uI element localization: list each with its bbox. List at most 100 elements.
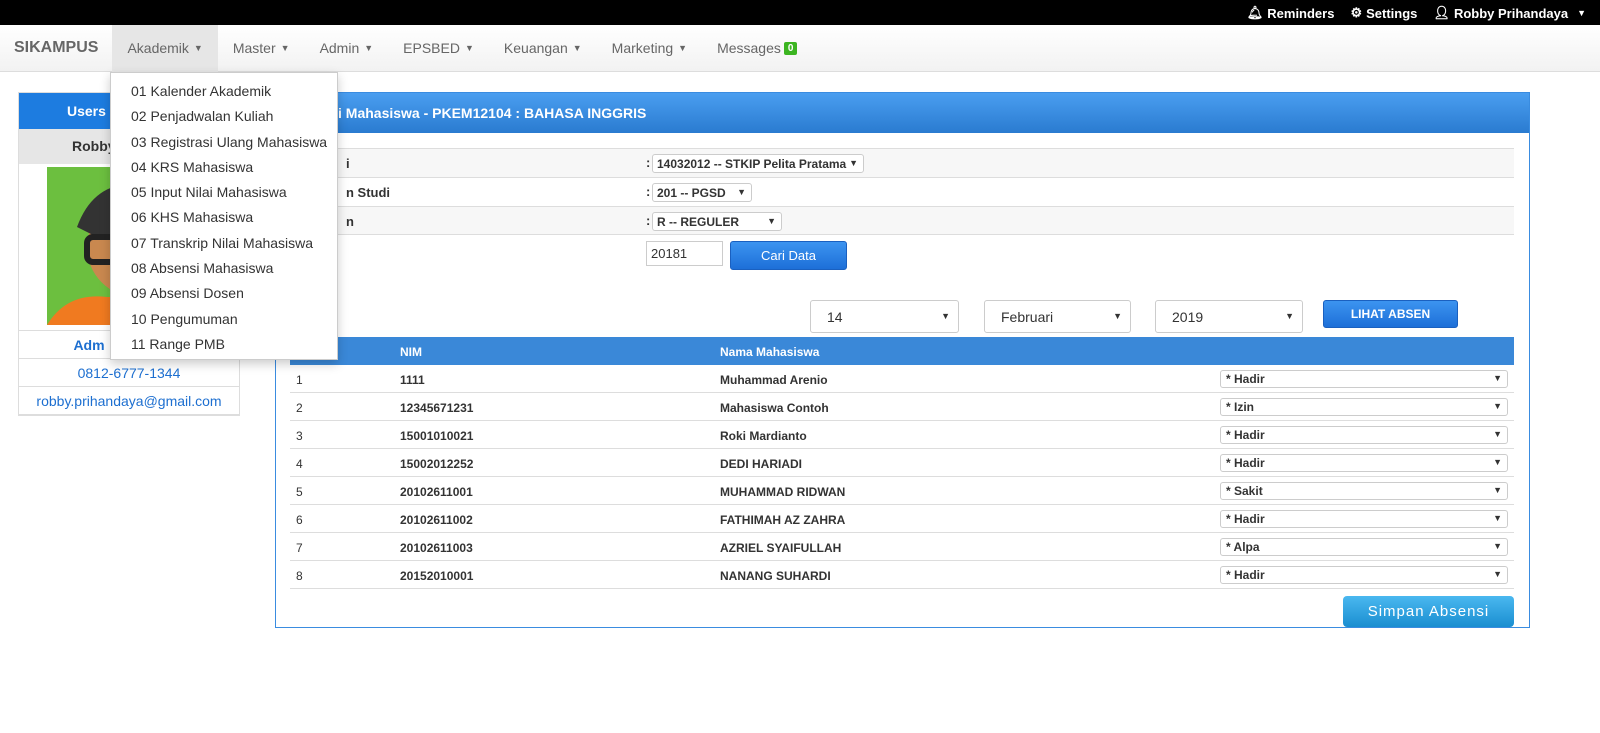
caret-down-icon: ▼ — [1493, 541, 1502, 551]
caret-down-icon: ▼ — [1493, 401, 1502, 411]
caret-down-icon: ▼ — [1493, 457, 1502, 467]
table-row: 8 20152010001 NANANG SUHARDI * Hadir ▼ — [290, 561, 1514, 589]
attendance-status-select[interactable]: * Hadir ▼ — [1220, 510, 1508, 528]
nav-master[interactable]: Master ▼ — [232, 40, 290, 56]
caret-down-icon: ▼ — [1493, 429, 1502, 439]
menu-item[interactable]: 11 Range PMB — [131, 335, 225, 352]
menu-item[interactable]: 06 KHS Mahasiswa — [131, 209, 254, 226]
table-row: 2 12345671231 Mahasiswa Contoh * Izin ▼ — [290, 393, 1514, 421]
semester-input[interactable]: 20181 — [646, 241, 723, 266]
class-select[interactable]: R -- REGULER ▼ — [652, 212, 782, 231]
menu-item[interactable]: 01 Kalender Akademik — [131, 83, 272, 99]
caret-down-icon: ▼ — [364, 43, 374, 53]
form-row-program: n Studi:201 -- PGSD ▼ — [290, 177, 1514, 206]
menu-item[interactable]: 02 Penjadwalan Kuliah — [131, 108, 274, 125]
attendance-status-select[interactable]: * Izin ▼ — [1220, 398, 1508, 416]
row-number: 1 — [296, 373, 303, 387]
nim: 20102611003 — [400, 541, 473, 555]
form-row-class: n:R -- REGULER ▼ — [290, 206, 1514, 235]
program-select[interactable]: 201 -- PGSD ▼ — [652, 183, 752, 202]
month-select[interactable]: Februari ▼ — [984, 300, 1131, 333]
caret-down-icon: ▼ — [1493, 569, 1502, 579]
student-name: MUHAMMAD RIDWAN — [720, 485, 846, 499]
menu-item[interactable]: 07 Transkrip Nilai Mahasiswa — [131, 234, 314, 251]
student-name: Roki Mardianto — [720, 429, 807, 443]
caret-down-icon: ▼ — [1493, 485, 1502, 495]
student-name: DEDI HARIADI — [720, 457, 803, 471]
nim: 20102611002 — [400, 513, 473, 527]
save-attendance-button[interactable]: Simpan Absensi — [1343, 596, 1514, 627]
student-name: Mahasiswa Contoh — [720, 401, 829, 415]
caret-down-icon: ▼ — [737, 187, 746, 197]
attendance-status-select[interactable]: * Hadir ▼ — [1220, 454, 1508, 472]
nim: 20102611001 — [400, 485, 473, 499]
nav-akademik[interactable]: Akademik ▼ — [112, 24, 218, 72]
menu-item[interactable]: 09 Absensi Dosen — [131, 285, 244, 302]
attendance-status-select[interactable]: * Hadir ▼ — [1220, 370, 1508, 388]
caret-down-icon: ▼ — [849, 158, 858, 168]
nim: 1111 — [400, 373, 425, 387]
nim: 15002012252 — [400, 457, 474, 471]
nav-epsbed[interactable]: EPSBED ▼ — [403, 40, 474, 56]
caret-down-icon: ▼ — [941, 311, 950, 321]
menu-item[interactable]: 08 Absensi Mahasiswa — [131, 260, 274, 277]
caret-down-icon: ▼ — [572, 43, 582, 53]
caret-down-icon: ▼ — [1493, 513, 1502, 523]
year-select[interactable]: 2019 ▼ — [1155, 300, 1303, 333]
caret-down-icon: ▼ — [1113, 311, 1122, 321]
student-name: NANANG SUHARDI — [720, 569, 831, 583]
row-number: 6 — [296, 513, 303, 527]
user-icon: 👤︎ — [1433, 5, 1450, 20]
row-number: 8 — [296, 569, 303, 583]
nav-admin[interactable]: Admin ▼ — [319, 40, 374, 56]
main-navbar: SIKAMPUS Akademik ▼ Master ▼ Admin ▼ EPSBED… — [0, 24, 1600, 72]
attendance-panel: i Mahasiswa - PKEM12104 : BAHASA INGGRIS… — [275, 92, 1530, 628]
akademik-dropdown: 01 Kalender Akademik 02 Penjadwalan Kulia… — [110, 72, 338, 360]
top-bar: 🔔︎ Reminders ⚙ Settings 👤︎ Robby Prihandaya… — [0, 0, 1600, 25]
reminders-link[interactable]: 🔔︎ Reminders — [1246, 5, 1335, 21]
row-number: 4 — [296, 457, 303, 471]
table-row: 7 20102611003 AZRIEL SYAIFULLAH * Alpa ▼ — [290, 533, 1514, 561]
menu-item[interactable]: 03 Registrasi Ulang Mahasiswa — [131, 133, 328, 150]
menu-item[interactable]: 04 KRS Mahasiswa — [131, 158, 254, 175]
row-number: 7 — [296, 541, 303, 555]
day-select[interactable]: 14 ▼ — [810, 300, 959, 333]
student-name: AZRIEL SYAIFULLAH — [720, 541, 842, 555]
row-number: 2 — [296, 401, 303, 415]
view-attendance-button[interactable]: LIHAT ABSEN — [1323, 300, 1458, 328]
student-name: Muhammad Arenio — [720, 373, 828, 387]
attendance-status-select[interactable]: * Hadir ▼ — [1220, 566, 1508, 584]
attendance-status-select[interactable]: * Alpa ▼ — [1220, 538, 1508, 556]
caret-down-icon: ▼ — [193, 43, 203, 53]
table-row: 4 15002012252 DEDI HARIADI * Hadir ▼ — [290, 449, 1514, 477]
attendance-status-select[interactable]: * Hadir ▼ — [1220, 426, 1508, 444]
settings-link[interactable]: ⚙ Settings — [1350, 5, 1418, 21]
nav-keuangan[interactable]: Keuangan ▼ — [503, 40, 582, 56]
nim: 12345671231 — [400, 401, 474, 415]
brand-logo[interactable]: SIKAMPUS — [14, 39, 99, 56]
table-row: 6 20102611002 FATHIMAH AZ ZAHRA * Hadir ▼ — [290, 505, 1514, 533]
caret-down-icon: ▼ — [767, 216, 776, 226]
caret-down-icon: ▼ — [1493, 373, 1502, 383]
user-menu[interactable]: 👤︎ Robby Prihandaya ▼ — [1433, 5, 1586, 21]
table-row: 3 15001010021 Roki Mardianto * Hadir ▼ — [290, 421, 1514, 449]
caret-down-icon: ▼ — [1577, 8, 1586, 18]
nav-messages[interactable]: Messages 0 — [702, 25, 812, 72]
menu-item[interactable]: 10 Pengumuman — [131, 310, 238, 327]
panel-title: i Mahasiswa - PKEM12104 : BAHASA INGGRIS — [276, 93, 1529, 133]
nim: 15001010021 — [400, 429, 474, 443]
search-button[interactable]: Cari Data — [730, 241, 847, 270]
table-row: 1 1111 Muhammad Arenio * Hadir ▼ — [290, 365, 1514, 393]
gear-icon: ⚙ — [1350, 5, 1363, 20]
menu-item[interactable]: 05 Input Nilai Mahasiswa — [131, 184, 287, 201]
nav-marketing[interactable]: Marketing ▼ — [611, 40, 688, 56]
form-row-institution: i:14032012 -- STKIP Pelita Pratama ▼ — [290, 148, 1514, 177]
institution-select[interactable]: 14032012 -- STKIP Pelita Pratama ▼ — [652, 154, 864, 173]
caret-down-icon: ▼ — [464, 43, 474, 53]
user-email[interactable]: robby.prihandaya@gmail.com — [19, 387, 239, 415]
user-phone: 0812-6777-1344 — [19, 359, 239, 387]
caret-down-icon: ▼ — [1285, 311, 1294, 321]
attendance-status-select[interactable]: * Sakit ▼ — [1220, 482, 1508, 500]
caret-down-icon: ▼ — [678, 43, 688, 53]
row-number: 3 — [296, 429, 303, 443]
